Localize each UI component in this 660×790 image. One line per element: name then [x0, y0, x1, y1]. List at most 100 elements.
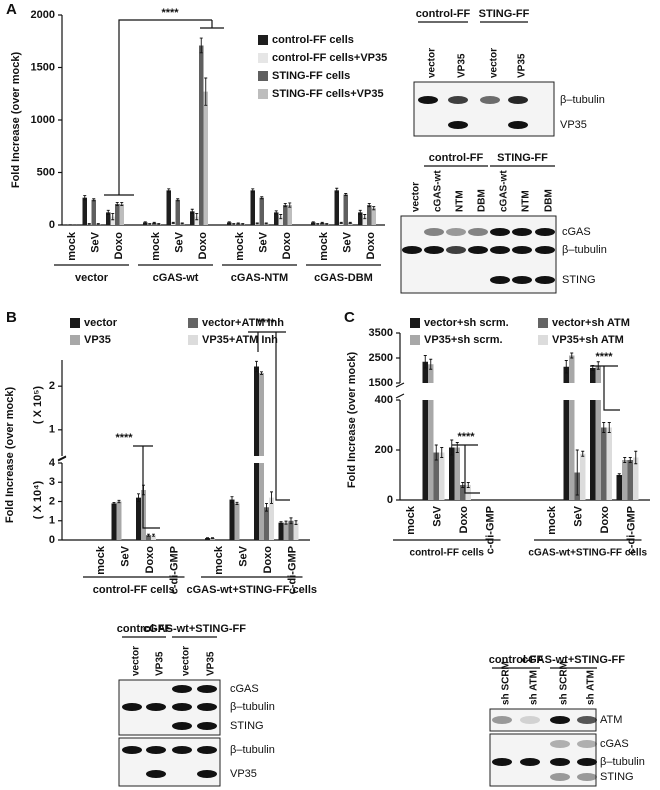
y-tick-label: 2500: [369, 352, 393, 364]
bar: [580, 453, 586, 500]
significance-label: ****: [161, 7, 179, 19]
blot-band: [508, 121, 528, 129]
bar: [166, 190, 171, 225]
x-tick-label: SeV: [173, 231, 185, 252]
group-label: cGAS-wt+STING-FF cells: [187, 584, 318, 596]
blot-lane-label: vector: [427, 48, 438, 78]
y-axis-label: Fold Increase (over mock): [10, 52, 22, 189]
blot-band: [577, 740, 597, 748]
group-label: control-FF cells: [410, 548, 485, 559]
error-bar: [344, 193, 348, 197]
bar: [199, 45, 204, 226]
blot-band: [512, 246, 532, 254]
legend-swatch: [70, 335, 80, 345]
bar: [119, 204, 124, 225]
legend-label: control-FF cells: [272, 34, 354, 46]
error-bar: [260, 371, 263, 375]
x-tick-label: Doxo: [458, 506, 470, 534]
blot-band: [122, 703, 142, 711]
bar: [288, 520, 294, 540]
significance-label: ****: [115, 432, 133, 444]
error-bar: [450, 439, 454, 456]
blot-band: [197, 746, 217, 754]
blot-band: [535, 228, 555, 236]
legend-label: VP35+sh scrm.: [424, 334, 503, 346]
blot-group-label: STING-FF: [497, 152, 548, 164]
bar: [590, 368, 596, 500]
x-tick-label: Doxo: [197, 232, 209, 260]
significance-bracket: [133, 445, 160, 529]
error-bar: [264, 222, 268, 225]
bar: [175, 199, 180, 225]
error-bar: [429, 358, 433, 370]
significance-bracket: [104, 19, 224, 196]
group-label: cGAS-DBM: [314, 272, 373, 284]
error-bar: [251, 188, 255, 193]
blot-group-label: cGAS-wt+STING-FF: [522, 654, 625, 666]
error-bar: [195, 213, 199, 221]
blot-band: [172, 746, 192, 754]
y-tick-label: 0: [49, 534, 55, 546]
axis-unit: ( X 10⁴): [32, 480, 44, 519]
bar: [269, 497, 274, 540]
bar: [563, 366, 569, 500]
blot-band: [197, 770, 217, 778]
bar: [254, 366, 259, 540]
blot-band: [490, 276, 510, 284]
error-bar: [623, 457, 627, 463]
bar: [91, 199, 96, 225]
group-label: cGAS-wt+STING-FF cells: [528, 548, 647, 559]
blot-band: [197, 703, 217, 711]
blot-band: [197, 722, 217, 730]
x-tick-label: c-di-GMP: [286, 546, 298, 594]
y-tick-label: 1500: [369, 377, 393, 389]
blot-band: [418, 96, 438, 104]
error-bar: [176, 198, 180, 202]
blot-band: [512, 276, 532, 284]
blot-lane-label: VP35: [517, 53, 528, 78]
error-bar: [83, 195, 87, 201]
y-tick-label: 2000: [31, 9, 55, 21]
legend-label: control-FF cells+VP35: [272, 52, 387, 64]
error-bar: [227, 221, 231, 224]
error-bar: [230, 496, 234, 503]
blot-lane-label: DBM: [544, 189, 555, 212]
legend-swatch: [188, 335, 198, 345]
axis-unit: ( X 10⁵): [32, 386, 44, 425]
error-bar: [434, 444, 438, 461]
blot-band: [468, 246, 488, 254]
error-bar: [120, 201, 124, 207]
error-bar: [617, 473, 621, 477]
bar: [259, 373, 264, 540]
x-tick-label: Doxo: [599, 506, 611, 534]
blot-band: [146, 770, 166, 778]
blot-band-label: ATM: [600, 714, 622, 726]
y-tick-label: 1000: [31, 114, 55, 126]
bar: [250, 190, 255, 225]
blot-band: [520, 716, 540, 724]
x-tick-label: Doxo: [365, 232, 377, 260]
blot-band: [492, 758, 512, 766]
blot-lane-label: cGAS-wt: [433, 170, 444, 212]
significance-bracket: [248, 331, 290, 501]
bar: [595, 365, 601, 500]
error-bar: [440, 447, 444, 458]
error-bar: [570, 352, 574, 359]
blot-group-label: control-FF: [117, 623, 172, 635]
error-bar: [137, 493, 140, 502]
group-label: vector: [75, 272, 109, 284]
blot-band: [550, 758, 570, 766]
error-bar: [96, 223, 100, 225]
error-bar: [602, 422, 606, 433]
bar: [115, 204, 120, 225]
x-tick-label: mock: [213, 545, 225, 575]
error-bar: [143, 221, 147, 224]
bar: [428, 364, 434, 500]
error-bar: [279, 521, 283, 525]
blot-band: [535, 276, 555, 284]
blot-band: [508, 96, 528, 104]
x-tick-label: mock: [546, 505, 558, 535]
bar: [259, 197, 264, 225]
error-bar: [111, 213, 115, 221]
error-bar: [152, 533, 155, 537]
